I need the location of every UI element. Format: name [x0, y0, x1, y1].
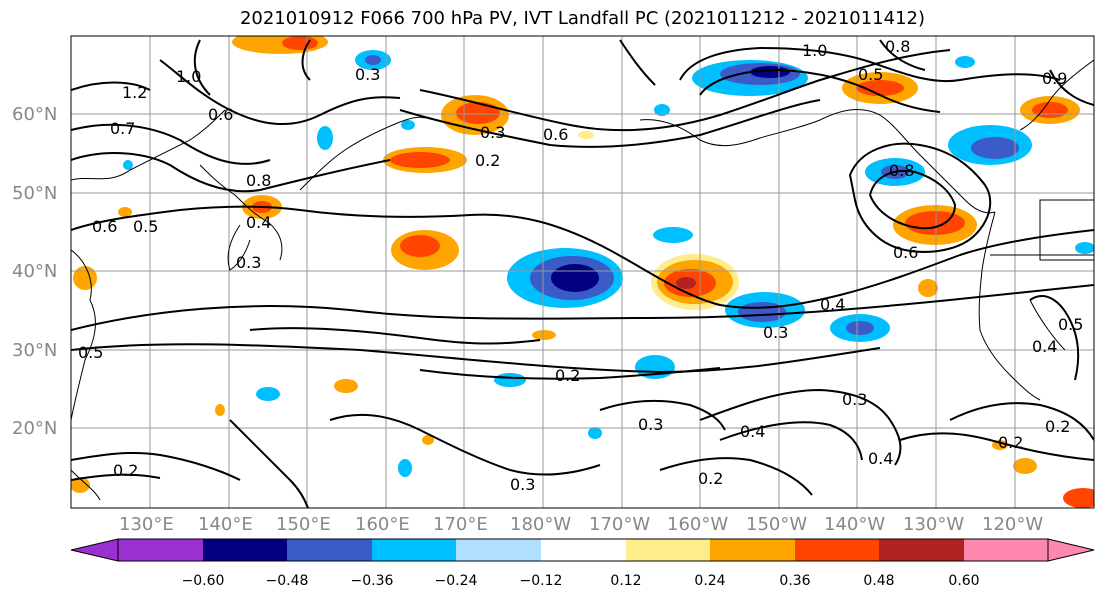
contour-label: 0.4 [1032, 337, 1057, 356]
colorbar-tick-label: 0.12 [610, 573, 642, 589]
lon-label: 130°E [119, 514, 174, 535]
contour-label: 0.6 [893, 243, 918, 262]
map-frame [70, 35, 1095, 509]
colorbar-tick-label: −0.60 [181, 573, 225, 589]
lon-label: 140°E [198, 514, 253, 535]
lat-label: 40°N [12, 261, 58, 282]
lat-label: 60°N [12, 104, 58, 125]
lon-label: 150°W [746, 514, 808, 535]
lon-label: 130°W [903, 514, 965, 535]
colorbar-extend-low [70, 538, 119, 562]
contour-label: 0.2 [113, 461, 138, 480]
colorbar-bin [795, 539, 879, 561]
contour-label: 0.5 [858, 65, 883, 84]
lon-label: 140°W [824, 514, 886, 535]
colorbar-tick-label: −0.24 [434, 573, 478, 589]
colorbar-extend-high [1047, 538, 1095, 562]
contour-label: 0.9 [1042, 69, 1067, 88]
positive-anomaly-7 [391, 230, 459, 270]
lon-label: 180°W [510, 514, 572, 535]
contour-label: 0.8 [889, 161, 914, 180]
colorbar-bin [541, 539, 626, 561]
contour-label: 1.0 [802, 41, 827, 60]
contour-label: 0.4 [740, 422, 765, 441]
colorbar-tick-label: −0.36 [350, 573, 394, 589]
contour-label: 0.2 [555, 366, 580, 385]
contour-label: 0.4 [868, 449, 893, 468]
contour-label: 0.5 [133, 217, 158, 236]
contour-label: 1.2 [122, 83, 147, 102]
lon-label: 160°E [355, 514, 410, 535]
colorbar-bin [710, 539, 795, 561]
contour-label: 0.3 [236, 253, 261, 272]
negative-anomaly-3 [948, 125, 1032, 165]
colorbar-tick-label: −0.12 [519, 573, 563, 589]
pv-contours [71, 39, 1094, 508]
pv-shading [71, 36, 1094, 508]
contour-label: 0.2 [698, 469, 723, 488]
contour-label: 0.5 [1058, 315, 1083, 334]
contour-label: 0.3 [480, 123, 505, 142]
contour-label: 0.5 [78, 343, 103, 362]
graticule [71, 36, 1094, 508]
lon-label: 160°W [667, 514, 729, 535]
colorbar-bin [118, 539, 203, 561]
contour-label: 0.6 [92, 217, 117, 236]
contour-label: 0.3 [763, 323, 788, 342]
positive-anomaly-3 [842, 72, 918, 104]
contour-label: 0.7 [110, 119, 135, 138]
negative-anomaly-1 [507, 248, 623, 308]
positive-anomaly-9 [232, 36, 328, 54]
colorbar-bin [879, 539, 964, 561]
contour-label: 0.2 [1045, 417, 1070, 436]
contour-label: 0.4 [820, 295, 845, 314]
contour-label: 0.8 [246, 171, 271, 190]
contour-label: 1.0 [176, 67, 201, 86]
colorbar [70, 538, 1095, 562]
colorbar-tick-label: 0.48 [863, 573, 895, 589]
colorbar-tick-label: 0.36 [779, 573, 811, 589]
positive-anomaly-2 [383, 147, 467, 173]
colorbar-bin [964, 539, 1048, 561]
colorbar-bin [626, 539, 710, 561]
contour-label: 0.3 [638, 415, 663, 434]
contour-label: 0.6 [543, 125, 568, 144]
contour-label: 0.4 [246, 213, 271, 232]
lon-label: 170°E [433, 514, 488, 535]
colorbar-bin [372, 539, 456, 561]
colorbar-tick-label: −0.48 [265, 573, 309, 589]
lon-label: 170°W [589, 514, 651, 535]
contour-label: 0.8 [885, 37, 910, 56]
colorbar-outline [117, 538, 1049, 562]
colorbar-tick-label: 0.24 [694, 573, 726, 589]
contour-label: 0.2 [998, 433, 1023, 452]
colorbar-bin [287, 539, 372, 561]
lon-label: 150°E [276, 514, 331, 535]
lat-label: 20°N [12, 418, 58, 439]
contour-label: 0.6 [208, 105, 233, 124]
contour-label: 0.3 [510, 475, 535, 494]
colorbar-bin [456, 539, 541, 561]
chart-title: 2021010912 F066 700 hPa PV, IVT Landfall… [239, 8, 926, 29]
lat-label: 50°N [12, 183, 58, 204]
contour-label-group: 0.3 1.0 0.8 1.2 1.0 0.9 0.5 0.6 0.7 0.6 … [78, 37, 1083, 494]
lat-label: 30°N [12, 340, 58, 361]
colorbar-tick-label: 0.60 [948, 573, 980, 589]
contour-label: 0.3 [355, 65, 380, 84]
contour-label: 0.3 [842, 390, 867, 409]
lon-label: 120°W [982, 514, 1044, 535]
coastlines [71, 59, 1094, 501]
colorbar-bin [203, 539, 287, 561]
contour-label: 0.2 [475, 151, 500, 170]
